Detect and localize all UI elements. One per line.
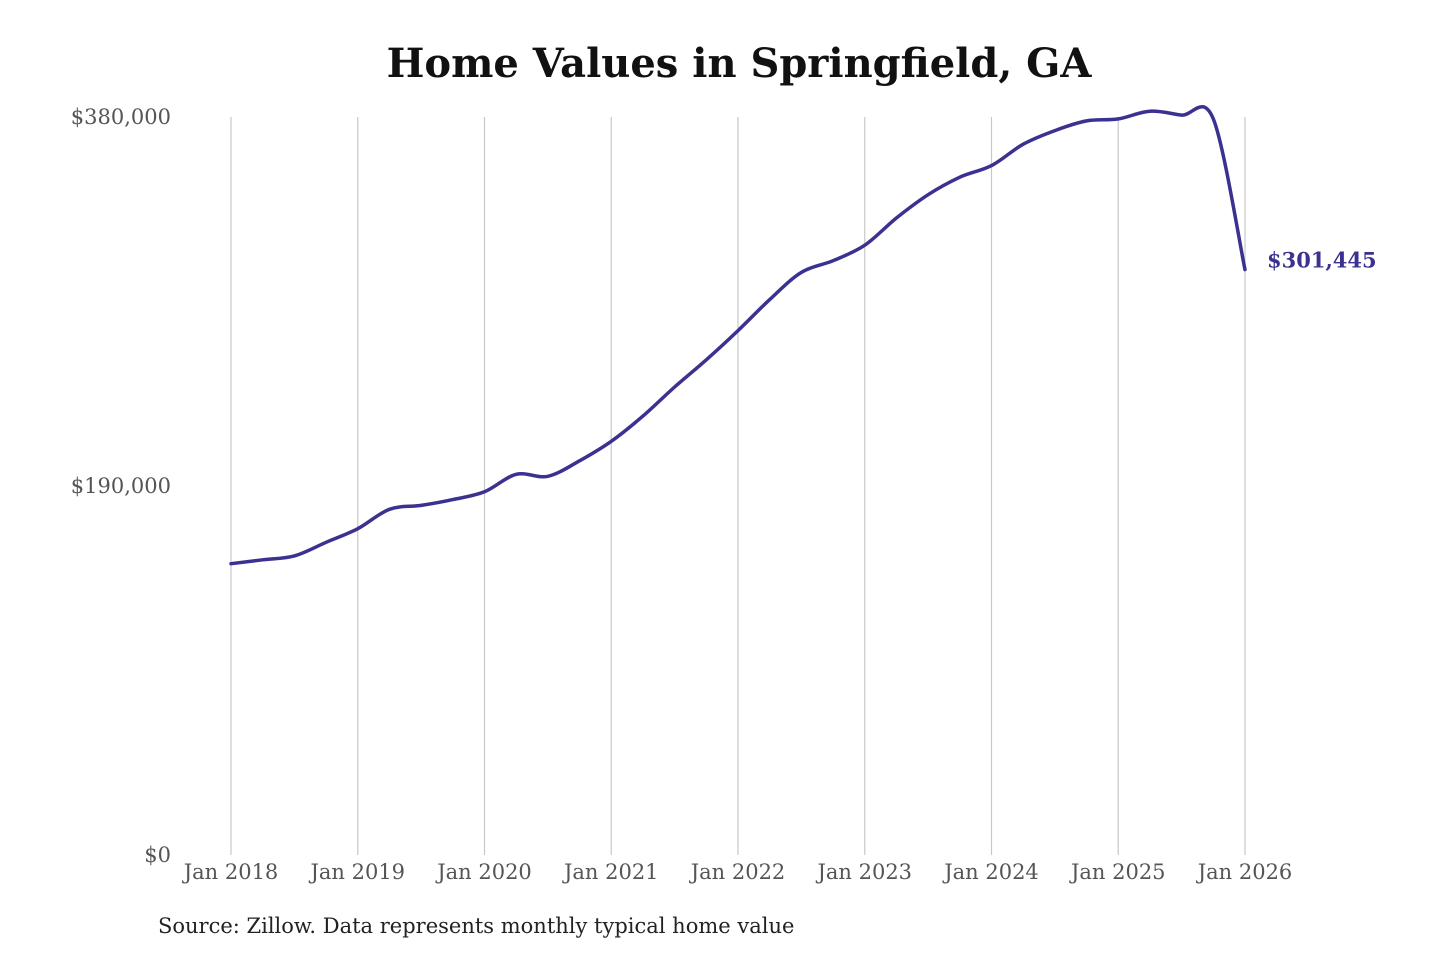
x-tick-label: Jan 2022 xyxy=(689,860,786,884)
end-labels: $301,445 xyxy=(1267,248,1377,273)
end-value-label: $301,445 xyxy=(1267,248,1377,273)
y-axis-ticks: $0 $190,000 $380,000 xyxy=(71,105,171,867)
grid-lines xyxy=(230,117,1246,855)
y-tick-label: $0 xyxy=(144,843,171,867)
y-tick-label: $380,000 xyxy=(71,105,171,129)
x-tick-label: Jan 2018 xyxy=(182,860,279,884)
series-line xyxy=(229,105,1247,566)
x-tick-label: Jan 2026 xyxy=(1196,860,1293,884)
x-tick-label: Jan 2021 xyxy=(562,860,659,884)
y-tick-label: $190,000 xyxy=(71,474,171,498)
x-tick-label: Jan 2023 xyxy=(815,860,912,884)
x-axis-ticks: Jan 2018 Jan 2019 Jan 2020 Jan 2021 Jan 2022… xyxy=(182,860,1293,884)
x-tick-label: Jan 2020 xyxy=(435,860,532,884)
x-tick-label: Jan 2025 xyxy=(1069,860,1166,884)
line-chart: $0$190,000$380,000 Jan 2018 Jan 2019 Jan 2… xyxy=(71,105,1377,884)
source-note: Source: Zillow. Data represents monthly … xyxy=(158,914,795,938)
x-tick-label: Jan 2024 xyxy=(942,860,1039,884)
series-lines xyxy=(229,105,1247,566)
chart-title: Home Values in Springfield, GA xyxy=(386,40,1092,87)
x-tick-label: Jan 2019 xyxy=(308,860,405,884)
